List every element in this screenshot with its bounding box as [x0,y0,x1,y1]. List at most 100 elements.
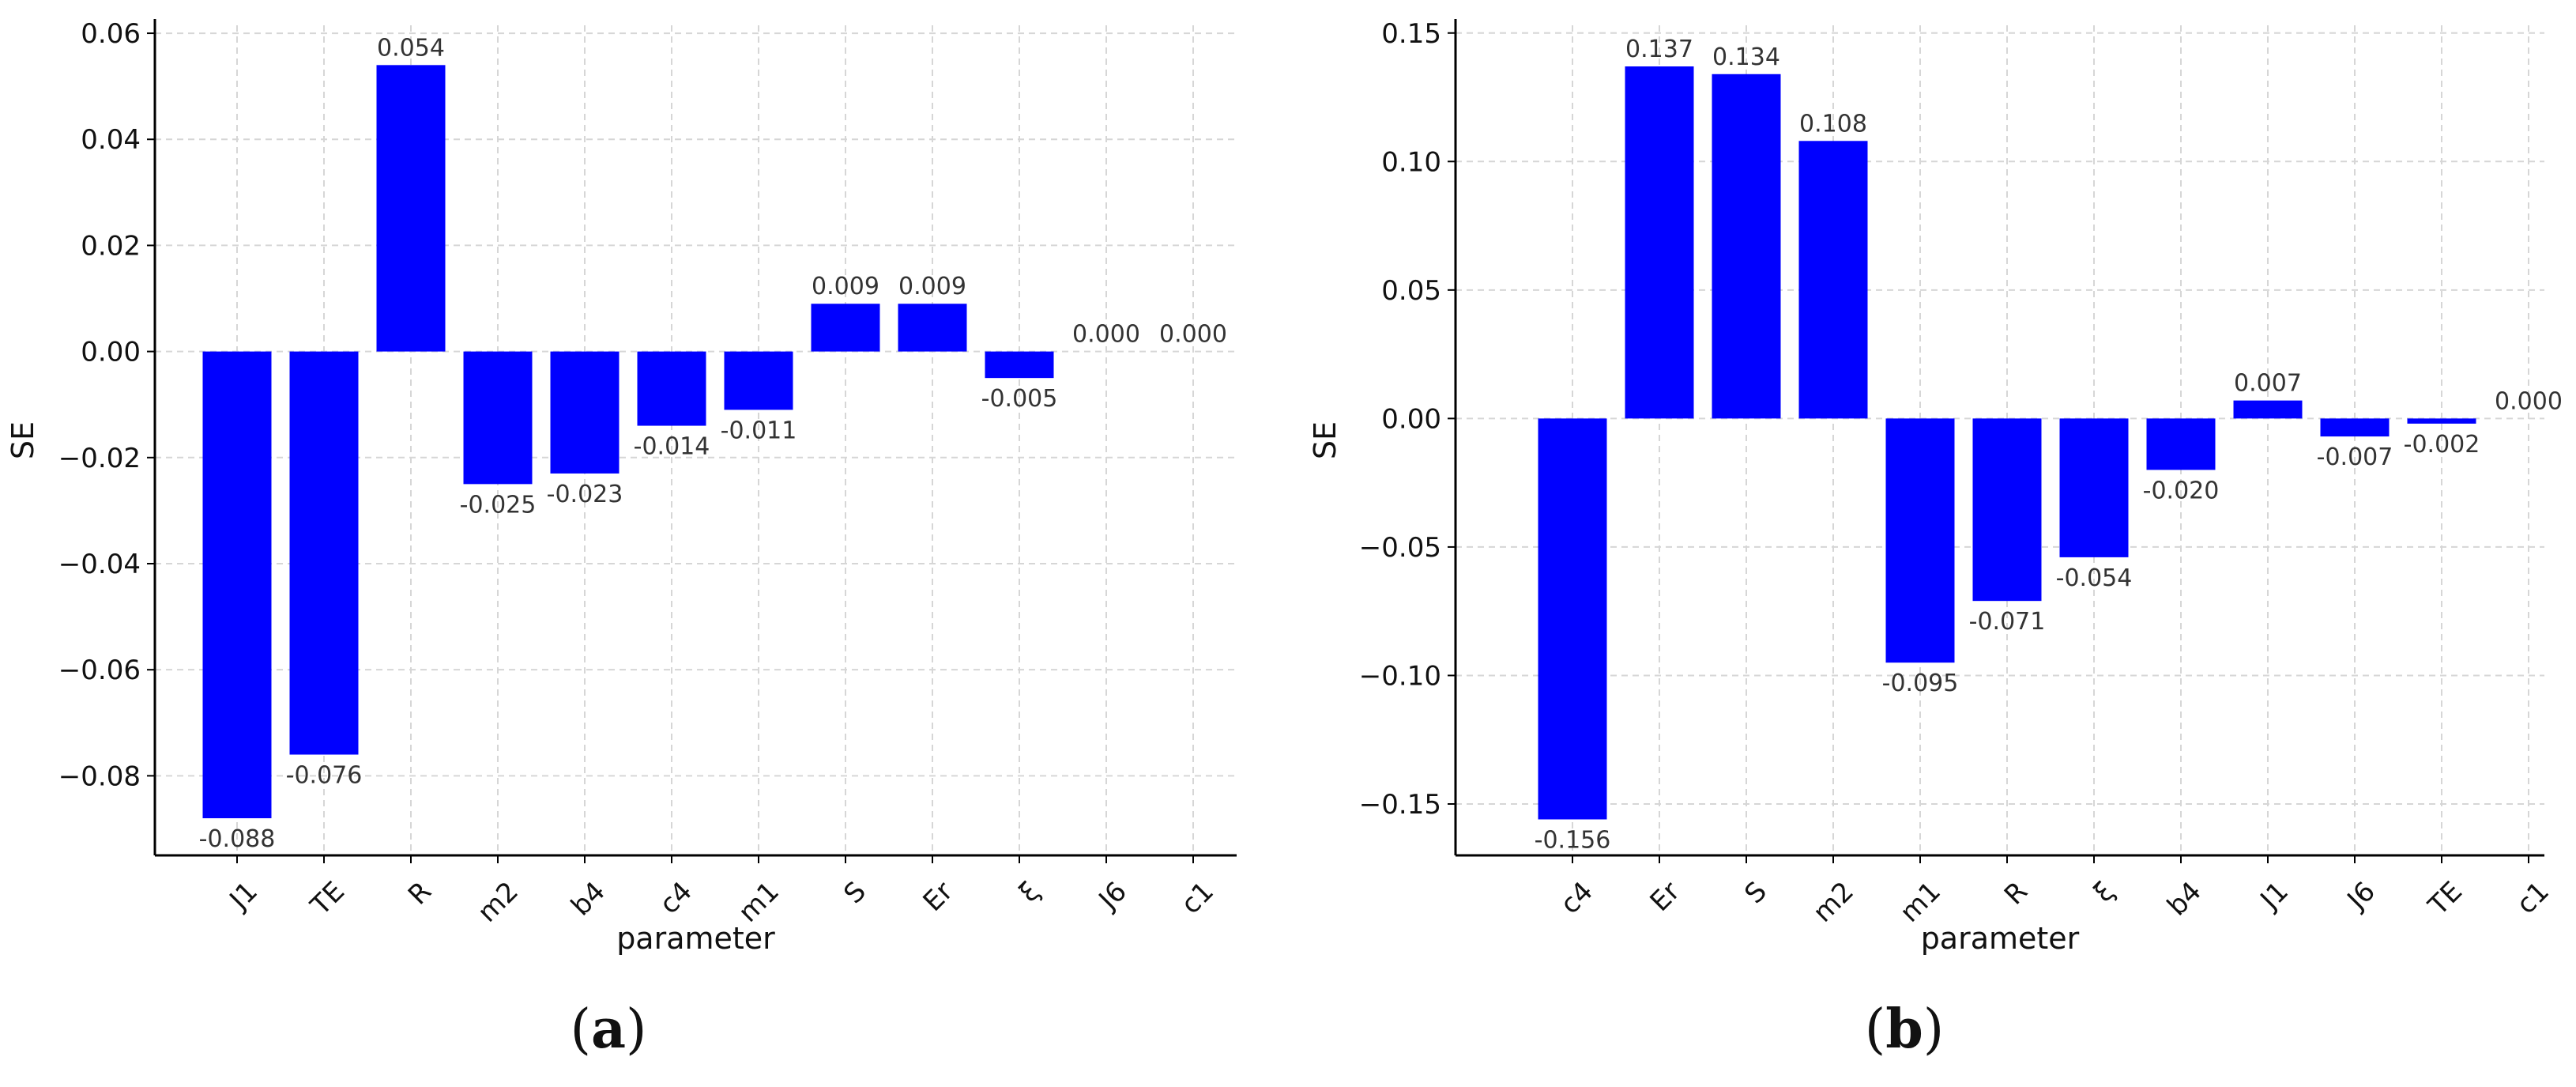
panel-caption-a: (a) [570,998,647,1061]
data-label: -0.088 [199,825,276,853]
data-label: -0.023 [547,481,623,508]
data-label: -0.076 [286,762,363,790]
y-tick-label: −0.10 [1359,660,1441,692]
y-tick-label: −0.08 [58,761,141,792]
panel-caption-b: (b) [1864,998,1945,1061]
data-label: 0.009 [812,273,879,300]
x-tick-label: J6 [1092,876,1133,917]
bar [202,351,272,819]
x-tick-label: b4 [565,876,612,923]
data-label: 0.009 [898,273,966,300]
bar [550,351,620,474]
bar [724,351,793,410]
y-tick-label: 0.00 [81,337,141,368]
y-ticks-b: 0.15 0.10 0.05 0.00 −0.05 −0.10 −0.15 [1359,18,1456,821]
data-label: 0.054 [377,34,445,62]
bars-b [1538,66,2476,820]
x-tick-label: ξ [1013,876,1046,909]
y-tick-label: 0.05 [1381,275,1441,307]
x-tick-label: m2 [472,876,525,929]
bar [1712,74,1781,419]
bar [463,351,533,485]
y-tick-label: −0.15 [1359,789,1441,821]
x-tick-label: Er [1644,876,1686,918]
bar [376,65,446,352]
value-labels-b: -0.156 0.137 0.134 0.108 -0.095 -0.071 -0.054 -… [1535,36,2563,854]
bar [2320,418,2390,437]
data-label: -0.007 [2317,443,2393,471]
data-label: -0.014 [634,433,710,461]
data-label: 0.000 [1159,321,1227,349]
y-tick-label: 0.10 [1381,146,1441,178]
y-tick-label: −0.04 [58,549,141,580]
y-tick-label: 0.02 [81,230,141,262]
y-tick-label: −0.05 [1359,532,1441,564]
panel-label-b: b [1885,998,1923,1061]
chart-a: -0.088 -0.076 0.054 -0.025 -0.023 -0.014 -0.01… [6,18,1237,956]
x-tick-label: J1 [223,876,264,917]
y-tick-label: 0.15 [1381,18,1441,50]
bar [1972,418,2042,602]
bar [1798,141,1868,419]
bar [1885,418,1955,663]
x-axis-title: parameter [616,921,775,956]
bar [898,304,967,352]
x-tick-label: TE [304,876,351,923]
bar [2146,418,2216,470]
bar [2407,418,2476,424]
x-tick-label: S [1738,876,1773,911]
data-label: -0.095 [1882,670,1959,697]
x-tick-label: c4 [1554,876,1599,921]
x-tick-label: c1 [1175,876,1220,921]
x-tick-label: R [1998,876,2034,911]
x-tick-label: R [402,876,438,911]
y-tick-label: −0.06 [58,655,141,686]
y-tick-label: −0.02 [58,443,141,474]
data-label: 0.000 [2495,387,2563,415]
x-tick-label: m2 [1807,876,1860,929]
bars-a [202,65,1054,819]
data-label: -0.020 [2143,477,2220,504]
x-tick-label: b4 [2161,876,2208,923]
bar [811,304,880,352]
data-label: -0.011 [721,417,797,444]
x-axis-title: parameter [1921,921,2080,956]
data-label: -0.071 [1969,608,2046,636]
data-label: -0.156 [1535,826,1611,854]
bar [1538,418,1607,820]
bar [1625,66,1694,419]
y-ticks-a: 0.06 0.04 0.02 0.00 −0.02 −0.04 −0.06 −0.08 [58,18,155,792]
y-tick-label: 0.00 [1381,403,1441,435]
y-axis-title: SE [1308,421,1343,459]
bar [289,351,359,755]
x-tick-label: c4 [653,876,699,921]
data-label: 0.134 [1712,43,1780,71]
data-label: 0.137 [1625,36,1693,63]
x-tick-label: J6 [2341,876,2382,917]
data-label: -0.054 [2056,564,2133,592]
x-tick-label: c1 [2510,876,2555,921]
x-tick-label: ξ [2088,876,2121,909]
bar [2233,400,2303,419]
x-tick-label: J1 [2254,876,2295,917]
data-label: 0.007 [2234,370,2302,398]
x-tick-label: S [838,876,872,911]
y-tick-label: 0.06 [81,18,141,50]
x-tick-label: TE [2422,876,2469,923]
bar [985,351,1054,379]
panel-label-a: a [590,998,627,1061]
data-label: -0.005 [981,385,1058,413]
chart-b: -0.156 0.137 0.134 0.108 -0.095 -0.071 -0.054 -… [1308,18,2563,956]
y-axis-title: SE [6,421,40,459]
y-tick-label: 0.04 [81,124,141,156]
x-tick-label: Er [917,876,959,918]
data-label: 0.000 [1072,321,1140,349]
bar [637,351,706,426]
data-label: -0.002 [2404,431,2480,459]
value-labels-a: -0.088 -0.076 0.054 -0.025 -0.023 -0.014 -0.01… [199,34,1227,853]
data-label: 0.108 [1799,110,1867,138]
bar [2059,418,2129,557]
